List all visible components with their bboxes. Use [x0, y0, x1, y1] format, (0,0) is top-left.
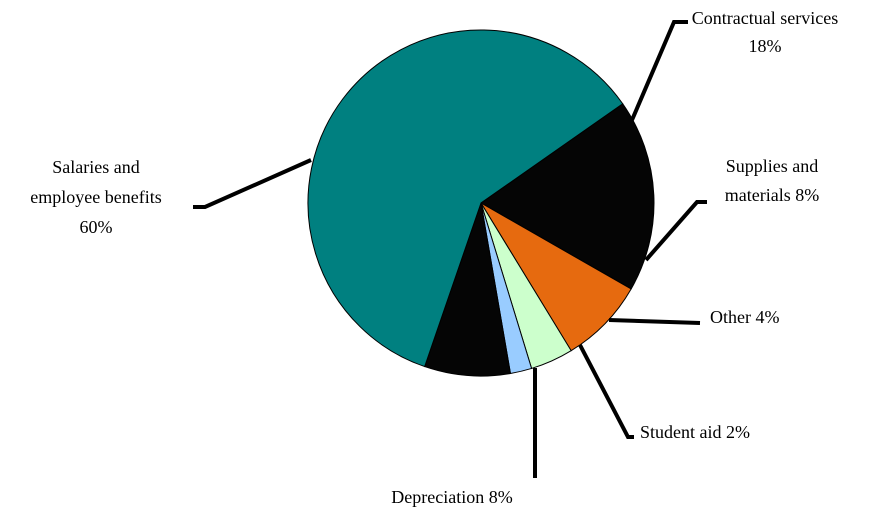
label-supplies-materials-line2: materials 8%	[725, 185, 819, 205]
label-contractual-services-name: Contractual services	[692, 8, 838, 28]
pie-slice-salaries-and-employee-benefits	[307, 29, 624, 368]
leader-other	[608, 318, 701, 325]
label-salaries-line3: 60%	[80, 217, 113, 237]
leader-lines	[193, 20, 707, 478]
label-other: Other 4%	[710, 307, 779, 327]
leader-supplies-materials	[644, 200, 707, 262]
leader-salaries	[193, 158, 312, 209]
pie-slices	[307, 29, 655, 377]
label-contractual-services-value: 18%	[749, 36, 782, 56]
label-salaries-line1: Salaries and	[52, 157, 139, 177]
label-student-aid: Student aid 2%	[640, 422, 750, 442]
label-depreciation: Depreciation 8%	[391, 487, 512, 507]
label-supplies-materials-line1: Supplies and	[726, 156, 819, 176]
leader-contractual-services	[630, 20, 688, 121]
leader-student-aid	[578, 344, 634, 439]
label-salaries-line2: employee benefits	[30, 187, 161, 207]
